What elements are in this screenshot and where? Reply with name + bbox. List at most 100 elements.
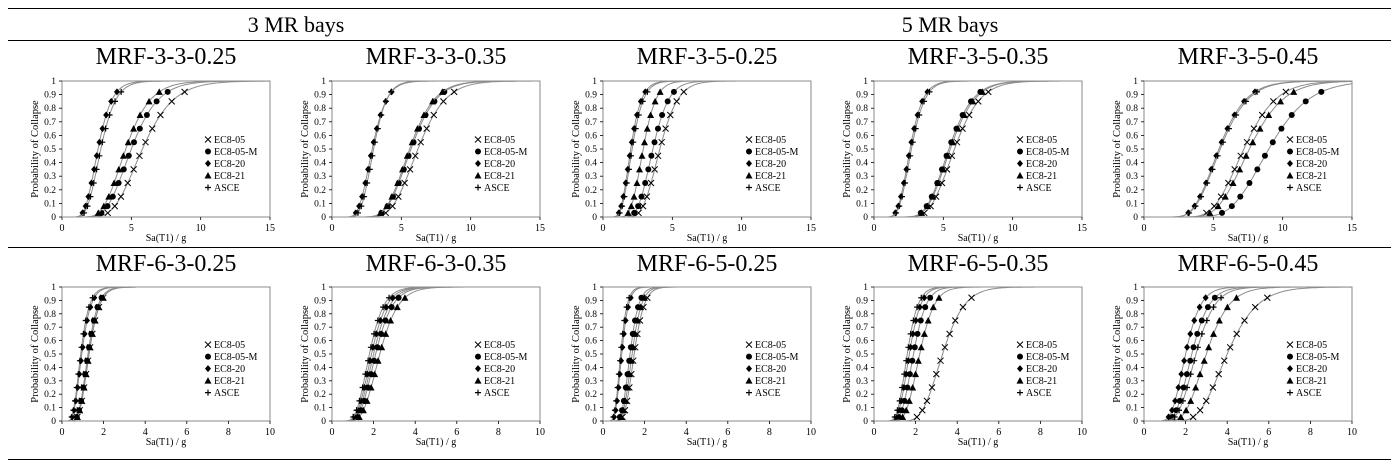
- data-point: [929, 193, 937, 200]
- x-tick-label: 0: [60, 427, 65, 438]
- data-point: [899, 193, 906, 200]
- chart-panel: 00.10.20.30.40.50.60.70.80.910 2 4 6 8 10Sa(T…: [842, 283, 1087, 448]
- data-point: [423, 125, 431, 132]
- data-point: [906, 371, 913, 378]
- y-axis-label: Probability of Collapse: [1112, 100, 1123, 198]
- data-point: [388, 304, 395, 311]
- data-point: [912, 370, 920, 378]
- data-point: [670, 88, 677, 95]
- data-point: [917, 317, 924, 324]
- data-point: [70, 407, 77, 414]
- data-point: [1218, 294, 1225, 301]
- data-point: [1210, 330, 1218, 337]
- data-point: [383, 202, 391, 210]
- data-point: [1181, 357, 1188, 365]
- y-axis-label: Probability of Collapse: [571, 305, 582, 403]
- y-tick-label: 0: [1133, 213, 1138, 223]
- data-point: [90, 180, 97, 186]
- data-point: [125, 152, 132, 159]
- data-point: [914, 330, 921, 337]
- data-point: [623, 180, 630, 186]
- data-point: [959, 303, 967, 311]
- y-tick-label: 0.4: [585, 159, 597, 169]
- data-point: [624, 384, 632, 391]
- y-tick-label: 0.2: [856, 390, 868, 400]
- y-tick-label: 0.4: [314, 363, 326, 373]
- panel-title: MRF-6-5-0.45: [1177, 251, 1319, 277]
- data-point: [1187, 371, 1194, 378]
- legend-marker: [1017, 148, 1023, 155]
- y-tick-label: 0.7: [585, 118, 597, 128]
- data-point: [378, 330, 385, 337]
- fragility-curve: [603, 80, 811, 218]
- data-point: [80, 384, 88, 391]
- data-point: [924, 317, 932, 324]
- data-point: [914, 357, 922, 364]
- legend-marker: [205, 365, 211, 373]
- y-tick-label: 0.6: [585, 337, 597, 347]
- data-point: [617, 357, 624, 364]
- y-tick-label: 0.1: [314, 404, 326, 414]
- data-point: [367, 384, 375, 391]
- data-point: [1180, 384, 1187, 391]
- data-point: [380, 304, 387, 311]
- x-tick-label: 5: [941, 223, 946, 234]
- data-point: [910, 317, 917, 324]
- data-point: [1250, 125, 1258, 132]
- data-point: [1223, 303, 1231, 311]
- y-tick-label: 0.5: [1126, 350, 1138, 360]
- y-tick-label: 0.9: [44, 296, 56, 306]
- y-tick-label: 0.6: [856, 131, 868, 141]
- data-point: [911, 344, 918, 351]
- data-point: [616, 209, 623, 216]
- legend-label: EC8-21: [484, 376, 515, 387]
- y-tick-label: 0.2: [44, 186, 56, 196]
- legend-label: EC8-21: [1296, 376, 1327, 387]
- legend-label: EC8-05-M: [1296, 352, 1339, 363]
- data-point: [374, 125, 381, 132]
- y-tick-label: 0.4: [44, 363, 56, 373]
- legend-marker: [1286, 171, 1294, 179]
- y-tick-label: 0.3: [314, 377, 326, 387]
- chart-panel: 00.10.20.30.40.50.60.70.80.910 2 4 6 8 10Sa(T…: [1112, 283, 1357, 448]
- data-point: [651, 166, 658, 173]
- data-point: [647, 111, 655, 118]
- legend-marker: [746, 389, 752, 396]
- data-point: [1236, 165, 1244, 173]
- data-point: [420, 111, 428, 118]
- data-point: [1196, 406, 1204, 414]
- legend-marker: [746, 353, 752, 360]
- data-point: [659, 112, 666, 118]
- x-axis-label: Sa(T1) / g: [958, 233, 999, 244]
- data-point: [625, 166, 632, 173]
- legend-label: EC8-20: [214, 159, 245, 170]
- x-tick-label: 6: [996, 427, 1001, 438]
- data-point: [1218, 209, 1225, 216]
- y-tick-label: 0.4: [44, 159, 56, 169]
- data-point: [359, 406, 367, 414]
- data-point: [664, 98, 671, 105]
- data-point: [72, 397, 79, 404]
- y-tick-label: 0.2: [856, 186, 868, 196]
- data-point: [1215, 317, 1223, 324]
- x-tick-label: 8: [1308, 427, 1313, 438]
- data-point: [136, 152, 143, 160]
- y-tick-label: 0.1: [856, 404, 868, 414]
- data-point: [78, 397, 86, 404]
- x-axis-label: Sa(T1) / g: [146, 233, 187, 244]
- data-point: [124, 179, 132, 187]
- data-point: [73, 413, 81, 420]
- y-tick-label: 0.7: [1126, 323, 1138, 333]
- y-tick-label: 0.9: [856, 296, 868, 306]
- data-point: [1187, 357, 1194, 364]
- x-tick-label: 5: [399, 223, 404, 234]
- y-tick-label: 0.6: [1126, 131, 1138, 141]
- data-point: [364, 180, 371, 186]
- x-tick-label: 4: [684, 427, 689, 438]
- data-point: [1228, 203, 1235, 210]
- data-point: [1221, 193, 1229, 200]
- y-tick-label: 0.4: [1126, 363, 1138, 373]
- data-point: [654, 125, 661, 132]
- data-point: [918, 294, 925, 301]
- y-tick-label: 0.7: [314, 323, 326, 333]
